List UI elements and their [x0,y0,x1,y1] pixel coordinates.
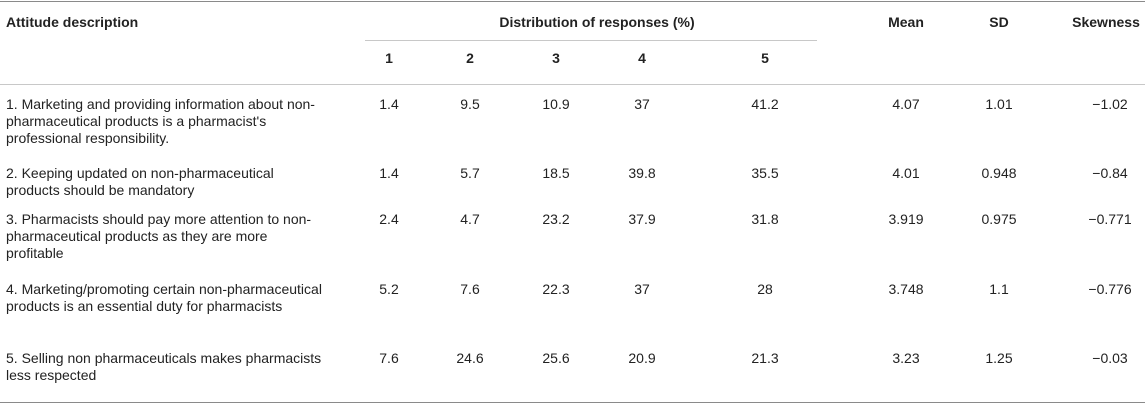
table-bottom-rule [0,402,1145,403]
row-pct-3: 22.3 [542,281,570,297]
row-skewness: −0.03 [1092,350,1128,366]
row-pct-5: 21.3 [751,350,779,366]
row-pct-2: 4.7 [460,211,480,227]
row-description: 5. Selling non pharmaceuticals makes pha… [6,350,322,383]
row-pct-2: 7.6 [460,281,480,297]
row-pct-4: 39.8 [628,165,656,181]
row-pct-2: 24.6 [456,350,484,366]
row-mean: 3.748 [888,281,924,297]
row-skewness: −0.776 [1088,281,1132,297]
row-mean: 4.07 [892,96,920,112]
row-pct-4: 37 [634,96,650,112]
row-sd: 1.1 [989,281,1009,297]
header-scale-4: 4 [638,50,646,66]
row-pct-4: 37 [634,281,650,297]
row-pct-3: 25.6 [542,350,570,366]
row-sd: 0.975 [981,211,1017,227]
row-mean: 3.919 [888,211,924,227]
row-pct-4: 20.9 [628,350,656,366]
row-sd: 1.25 [985,350,1013,366]
header-sd: SD [989,14,1009,30]
row-pct-1: 5.2 [379,281,399,297]
row-pct-2: 5.7 [460,165,480,181]
header-mean: Mean [888,14,924,30]
row-pct-5: 41.2 [751,96,779,112]
row-pct-5: 35.5 [751,165,779,181]
header-scale-3: 3 [552,50,560,66]
row-pct-3: 23.2 [542,211,570,227]
header-distribution: Distribution of responses (%) [499,14,695,30]
row-skewness: −0.84 [1092,165,1128,181]
row-pct-4: 37.9 [628,211,656,227]
header-skewness: Skewness [1072,14,1140,30]
row-pct-1: 1.4 [379,96,399,112]
row-description: 3. Pharmacists should pay more attention… [6,211,312,261]
header-attitude-description: Attitude description [6,14,139,30]
row-pct-5: 28 [757,281,773,297]
row-mean: 3.23 [892,350,920,366]
row-description: 2. Keeping updated on non-pharmaceutical… [6,165,274,198]
row-description: 1. Marketing and providing information a… [6,96,315,146]
row-pct-1: 7.6 [379,350,399,366]
header-scale-5: 5 [761,50,769,66]
row-sd: 0.948 [981,165,1017,181]
row-pct-3: 10.9 [542,96,570,112]
header-scale-1: 1 [385,50,393,66]
row-description: 4. Marketing/promoting certain non-pharm… [6,281,322,314]
row-pct-3: 18.5 [542,165,570,181]
row-sd: 1.01 [985,96,1013,112]
row-pct-5: 31.8 [751,211,779,227]
row-pct-2: 9.5 [460,96,480,112]
header-bottom-rule [0,84,1145,85]
row-skewness: −0.771 [1088,211,1132,227]
row-pct-1: 2.4 [379,211,399,227]
table-top-rule [0,1,1145,2]
row-mean: 4.01 [892,165,920,181]
row-pct-1: 1.4 [379,165,399,181]
row-skewness: −1.02 [1092,96,1128,112]
distribution-underline [365,40,817,41]
header-scale-2: 2 [466,50,474,66]
